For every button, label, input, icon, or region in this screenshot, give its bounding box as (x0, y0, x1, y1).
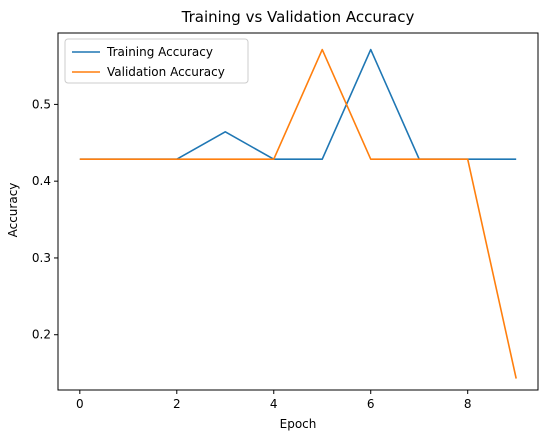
x-axis-label: Epoch (280, 417, 317, 431)
y-tick-label: 0.3 (32, 251, 51, 265)
x-tick-label: 6 (367, 397, 375, 411)
y-axis-label: Accuracy (6, 183, 20, 238)
x-tick-label: 4 (270, 397, 278, 411)
ticks-layer: 0 2 4 6 8 0.2 0.3 0.4 0.5 (32, 97, 472, 411)
plot-frame (57, 32, 539, 391)
legend: Training Accuracy Validation Accuracy (64, 38, 249, 84)
legend-box (64, 38, 249, 84)
legend-label: Validation Accuracy (107, 65, 225, 79)
y-tick-label: 0.2 (32, 328, 51, 342)
y-tick-label: 0.4 (32, 174, 51, 188)
y-tick-label: 0.5 (32, 97, 51, 111)
x-tick-label: 2 (173, 397, 181, 411)
series-layer (79, 48, 517, 379)
x-tick-label: 0 (76, 397, 84, 411)
chart-title: Training vs Validation Accuracy (181, 8, 415, 26)
x-tick-label: 8 (464, 397, 472, 411)
series-line-validation (79, 48, 517, 379)
legend-label: Training Accuracy (106, 45, 213, 59)
